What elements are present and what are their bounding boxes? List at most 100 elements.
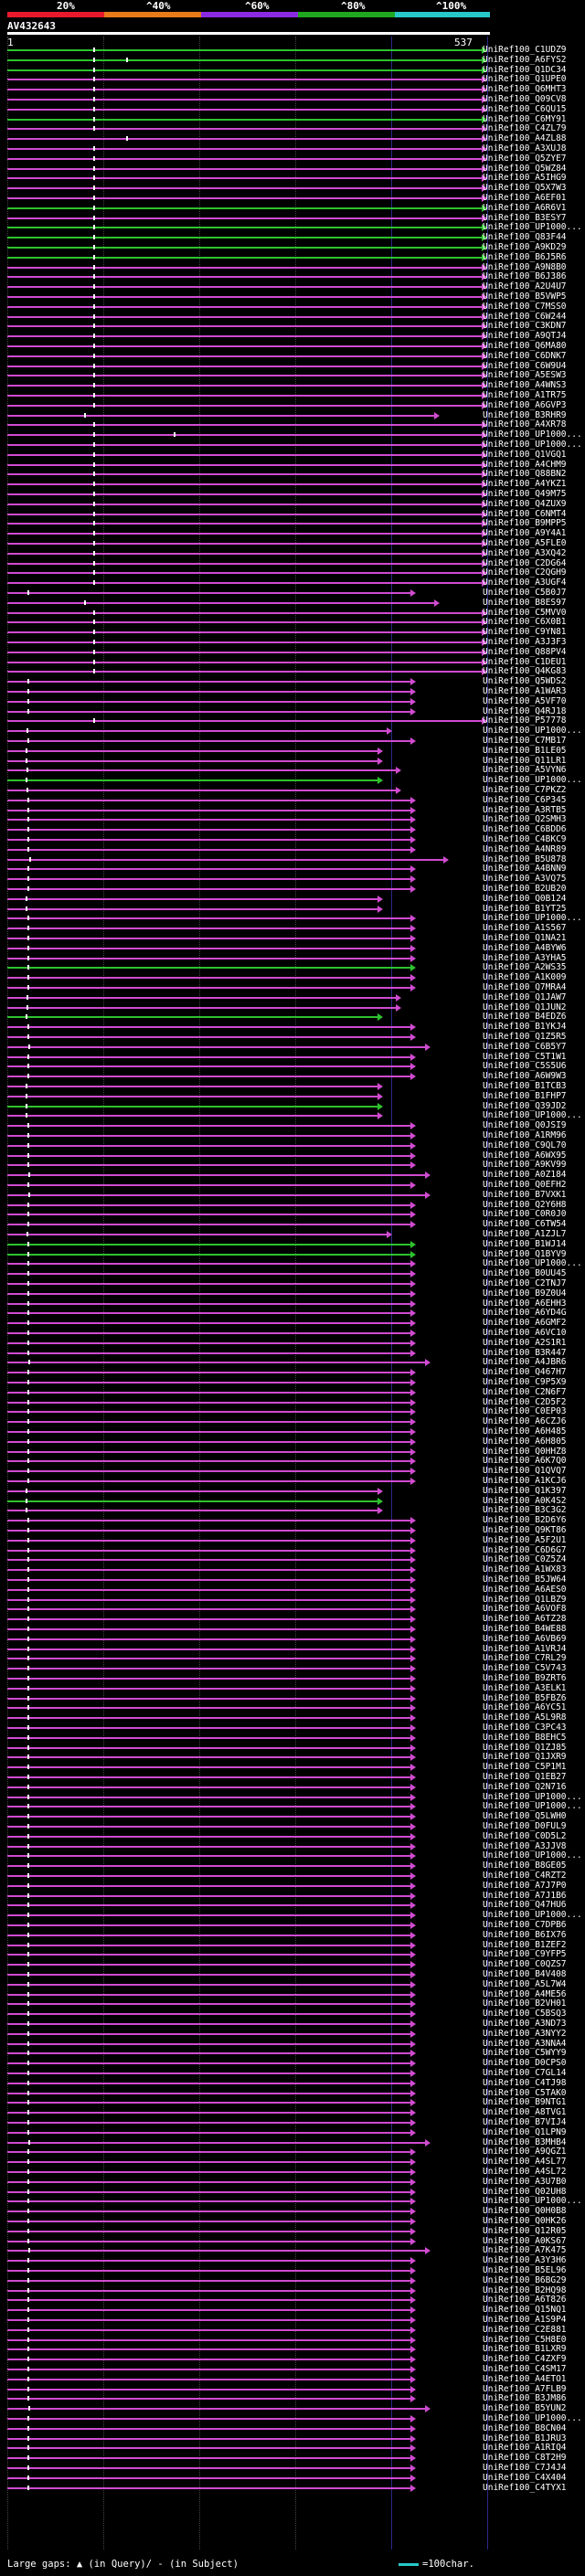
hit-bar[interactable] [7, 1320, 416, 1327]
hit-bar[interactable] [7, 1922, 416, 1929]
hit-bar[interactable] [7, 2316, 416, 2324]
hit-bar[interactable] [7, 935, 416, 942]
hit-label[interactable]: UniRef100_A6EF01 [483, 193, 567, 203]
hit-bar[interactable] [7, 1744, 416, 1752]
hit-label[interactable]: UniRef100_A4ZL88 [483, 133, 567, 143]
hit-label[interactable]: UniRef100_A1S567 [483, 923, 567, 933]
hit-label[interactable]: UniRef100_A6YC51 [483, 1702, 567, 1712]
hit-bar[interactable] [7, 244, 487, 251]
hit-label[interactable]: UniRef100_C5T1W1 [483, 1052, 567, 1062]
hit-label[interactable]: UniRef100_Q2SMH3 [483, 814, 567, 824]
hit-label[interactable]: UniRef100_Q09CV8 [483, 94, 567, 104]
hit-bar[interactable] [7, 1300, 416, 1308]
hit-bar[interactable] [7, 1813, 416, 1820]
hit-label[interactable]: UniRef100_UP1000... [483, 1801, 582, 1811]
hit-label[interactable]: UniRef100_A6R6V1 [483, 203, 567, 213]
hit-label[interactable]: UniRef100_B4V408 [483, 1969, 567, 1979]
hit-label[interactable]: UniRef100_C6NMT4 [483, 509, 567, 519]
hit-bar[interactable] [7, 737, 416, 745]
hit-bar[interactable] [7, 698, 416, 705]
hit-label[interactable]: UniRef100_B1WJ14 [483, 1239, 567, 1249]
hit-bar[interactable] [7, 1488, 383, 1495]
hit-label[interactable]: UniRef100_A4ME56 [483, 1989, 567, 1999]
hit-bar[interactable] [7, 875, 416, 883]
hit-label[interactable]: UniRef100_D0FUL9 [483, 1821, 567, 1831]
hit-bar[interactable] [7, 2238, 416, 2245]
hit-bar[interactable] [7, 205, 487, 212]
hit-label[interactable]: UniRef100_B1JRU3 [483, 2433, 567, 2443]
hit-bar[interactable] [7, 1044, 431, 1051]
hit-label[interactable]: UniRef100_C5P1M1 [483, 1762, 567, 1772]
hit-bar[interactable] [7, 2070, 416, 2077]
hit-bar[interactable] [7, 1369, 416, 1376]
hit-label[interactable]: UniRef100_B3R447 [483, 1348, 567, 1358]
hit-label[interactable]: UniRef100_B6IX76 [483, 1930, 567, 1940]
hit-label[interactable]: UniRef100_A6T826 [483, 2295, 567, 2305]
hit-label[interactable]: UniRef100_A3Y3H6 [483, 2255, 567, 2265]
hit-label[interactable]: UniRef100_UP1000... [483, 1850, 582, 1860]
hit-bar[interactable] [7, 569, 487, 577]
hit-bar[interactable] [7, 1122, 416, 1129]
hit-bar[interactable] [7, 1270, 416, 1277]
hit-label[interactable]: UniRef100_Q5ZYE7 [483, 154, 567, 164]
hit-bar[interactable] [7, 520, 487, 527]
hit-label[interactable]: UniRef100_A7J7P0 [483, 1881, 567, 1891]
hit-bar[interactable] [7, 1616, 416, 1623]
hit-bar[interactable] [7, 846, 416, 853]
hit-label[interactable]: UniRef100_Q1LPN9 [483, 2127, 567, 2137]
hit-label[interactable]: UniRef100_A1RM96 [483, 1130, 567, 1140]
hit-bar[interactable] [7, 273, 487, 281]
hit-bar[interactable] [7, 2109, 416, 2116]
hit-bar[interactable] [7, 1803, 416, 1810]
hit-bar[interactable] [7, 2000, 416, 2008]
hit-bar[interactable] [7, 1182, 416, 1189]
hit-label[interactable]: UniRef100_Q15NQ1 [483, 2305, 567, 2315]
hit-bar[interactable] [7, 1013, 383, 1021]
hit-bar[interactable] [7, 145, 487, 153]
hit-bar[interactable] [7, 1161, 416, 1169]
hit-label[interactable]: UniRef100_C5BSQ3 [483, 2009, 567, 2019]
hit-label[interactable]: UniRef100_A9N8B0 [483, 262, 567, 272]
hit-bar[interactable] [7, 155, 487, 163]
hit-label[interactable]: UniRef100_C4BKC9 [483, 834, 567, 844]
hit-bar[interactable] [7, 994, 401, 1002]
hit-label[interactable]: UniRef100_B6J386 [483, 271, 567, 281]
hit-label[interactable]: UniRef100_A5IHG9 [483, 173, 567, 183]
hit-label[interactable]: UniRef100_C5H8E0 [483, 2335, 567, 2345]
hit-label[interactable]: UniRef100_A1WAR3 [483, 686, 567, 696]
hit-label[interactable]: UniRef100_B5EL96 [483, 2265, 567, 2275]
hit-label[interactable]: UniRef100_Q1DC34 [483, 65, 567, 75]
hit-label[interactable]: UniRef100_Q1JUN2 [483, 1002, 567, 1012]
hit-bar[interactable] [7, 610, 487, 617]
hit-label[interactable]: UniRef100_C5WYY9 [483, 2048, 567, 2058]
hit-label[interactable]: UniRef100_C7DPB6 [483, 1920, 567, 1930]
hit-bar[interactable] [7, 2386, 416, 2393]
hit-bar[interactable] [7, 807, 416, 814]
hit-label[interactable]: UniRef100_P57778 [483, 716, 567, 726]
hit-bar[interactable] [7, 481, 487, 488]
hit-label[interactable]: UniRef100_B8CN04 [483, 2423, 567, 2433]
hit-bar[interactable] [7, 135, 487, 143]
hit-label[interactable]: UniRef100_C9P5X9 [483, 1377, 567, 1387]
hit-label[interactable]: UniRef100_Q47HU6 [483, 1900, 567, 1910]
hit-label[interactable]: UniRef100_Q2Y6H8 [483, 1200, 567, 1210]
hit-label[interactable]: UniRef100_B2VH01 [483, 1998, 567, 2009]
hit-bar[interactable] [7, 560, 487, 567]
hit-bar[interactable] [7, 1991, 416, 1998]
hit-label[interactable]: UniRef100_A3JJV8 [483, 1841, 567, 1851]
hit-bar[interactable] [7, 1902, 416, 1909]
hit-bar[interactable] [7, 599, 440, 607]
hit-bar[interactable] [7, 343, 487, 350]
hit-bar[interactable] [7, 313, 487, 321]
hit-label[interactable]: UniRef100_C0QZS7 [483, 1959, 567, 1969]
hit-label[interactable]: UniRef100_Q1EB27 [483, 1772, 567, 1782]
hit-bar[interactable] [7, 1833, 416, 1840]
hit-bar[interactable] [7, 363, 487, 370]
hit-bar[interactable] [7, 530, 487, 537]
hit-bar[interactable] [7, 2327, 416, 2334]
hit-label[interactable]: UniRef100_Q4RJ18 [483, 706, 567, 716]
hit-label[interactable]: UniRef100_Q0JSI9 [483, 1120, 567, 1130]
hit-label[interactable]: UniRef100_A3UGF4 [483, 578, 567, 588]
hit-bar[interactable] [7, 974, 416, 981]
hit-label[interactable]: UniRef100_Q4ZUX9 [483, 499, 567, 509]
